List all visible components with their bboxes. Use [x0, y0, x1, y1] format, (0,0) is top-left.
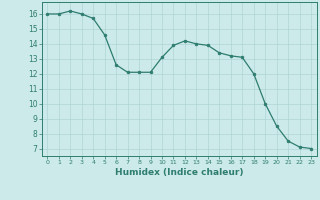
X-axis label: Humidex (Indice chaleur): Humidex (Indice chaleur) [115, 168, 244, 177]
